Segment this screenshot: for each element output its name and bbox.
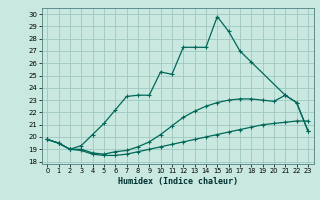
- X-axis label: Humidex (Indice chaleur): Humidex (Indice chaleur): [118, 177, 237, 186]
